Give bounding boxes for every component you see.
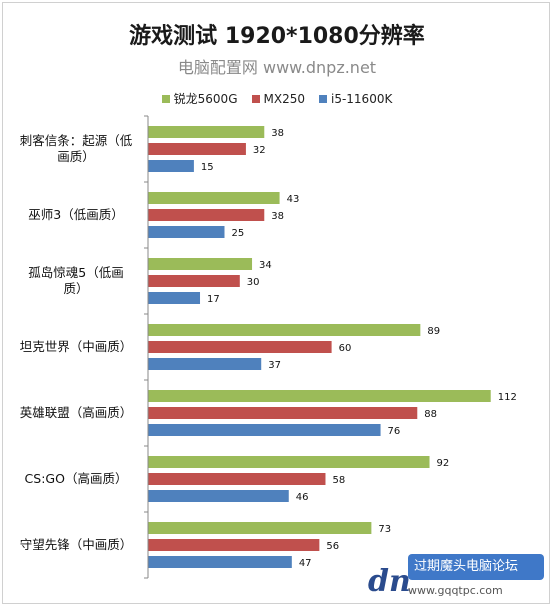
watermark-logo: dn (368, 564, 411, 599)
value-label-0-series-0: 38 (271, 128, 284, 139)
value-label-6-series-0: 73 (378, 524, 391, 535)
bar-3-series-1 (148, 341, 332, 353)
bar-6-series-1 (148, 539, 320, 551)
bar-5-series-0 (148, 456, 430, 468)
legend-item-series-2: i5-11600K (318, 90, 393, 107)
bar-6-series-0 (148, 522, 372, 534)
category-label-1: 巫师3（低画质） (28, 207, 123, 222)
legend-label-series-0: 锐龙5600G (173, 92, 238, 106)
bar-4-series-0 (148, 390, 491, 402)
bar-1-series-2 (148, 226, 225, 238)
value-label-6-series-2: 47 (299, 558, 312, 569)
value-label-0-series-2: 15 (201, 162, 214, 173)
bar-3-series-0 (148, 324, 421, 336)
chart-subtitle: 电脑配置网 www.dnpz.net (177, 58, 377, 77)
bar-5-series-1 (148, 473, 326, 485)
value-label-2-series-1: 30 (247, 277, 260, 288)
watermark: dn 过期魔头电脑论坛 www.gqqtpc.com (368, 552, 546, 602)
value-label-3-series-1: 60 (339, 343, 352, 354)
bar-2-series-2 (148, 292, 201, 304)
value-label-5-series-1: 58 (332, 475, 345, 486)
legend-swatch-series-0 (161, 94, 170, 103)
legend-swatch-series-1 (251, 94, 260, 103)
bar-4-series-2 (148, 424, 381, 436)
category-label-5: CS:GO（高画质） (25, 471, 128, 486)
value-label-1-series-1: 38 (271, 211, 284, 222)
legend-item-series-0: 锐龙5600G (161, 90, 238, 107)
bar-3-series-2 (148, 358, 262, 370)
value-label-0-series-1: 32 (253, 145, 266, 156)
value-label-4-series-0: 112 (498, 392, 517, 403)
watermark-badge: 过期魔头电脑论坛 (408, 554, 544, 580)
legend-swatch-series-2 (318, 94, 327, 103)
legend-item-series-1: MX250 (251, 90, 305, 107)
bar-0-series-2 (148, 160, 194, 172)
legend-label-series-2: i5-11600K (330, 91, 393, 106)
bar-1-series-0 (148, 192, 280, 204)
chart-frame (2, 2, 550, 604)
value-label-4-series-2: 76 (388, 426, 401, 437)
category-label-3: 坦克世界（中画质） (20, 339, 133, 354)
bar-0-series-1 (148, 143, 246, 155)
category-label-4: 英雄联盟（高画质） (20, 405, 133, 420)
category-label-2: 孤岛惊魂5（低画质） (28, 265, 123, 296)
bar-1-series-1 (148, 209, 265, 221)
bar-6-series-2 (148, 556, 292, 568)
value-label-5-series-0: 92 (437, 458, 450, 469)
bar-5-series-2 (148, 490, 289, 502)
value-label-2-series-2: 17 (207, 294, 220, 305)
chart-title: 游戏测试 1920*1080分辨率 (129, 24, 425, 49)
value-label-1-series-0: 43 (287, 194, 300, 205)
value-label-4-series-1: 88 (424, 409, 437, 420)
legend-label-series-1: MX250 (263, 91, 305, 106)
category-label-0: 刺客信条：起源（低画质） (20, 133, 133, 164)
value-label-3-series-0: 89 (427, 326, 440, 337)
bar-2-series-0 (148, 258, 253, 270)
value-label-6-series-1: 56 (326, 541, 339, 552)
value-label-1-series-2: 25 (232, 228, 245, 239)
value-label-5-series-2: 46 (296, 492, 309, 503)
watermark-url: www.gqqtpc.com (408, 584, 503, 597)
value-label-3-series-2: 37 (268, 360, 281, 371)
legend: 锐龙5600G MX250 i5-11600K (0, 90, 554, 107)
value-label-2-series-0: 34 (259, 260, 272, 271)
category-label-6: 守望先锋（中画质） (20, 537, 133, 552)
bar-4-series-1 (148, 407, 418, 419)
bar-2-series-1 (148, 275, 240, 287)
bar-0-series-0 (148, 126, 265, 138)
